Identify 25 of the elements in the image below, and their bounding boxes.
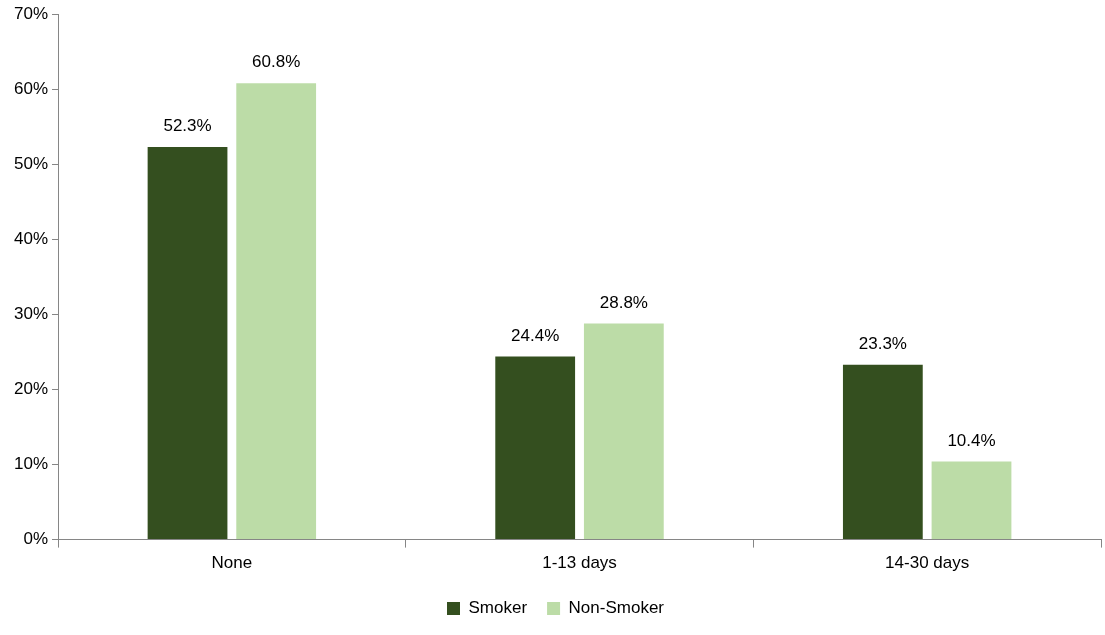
bar bbox=[931, 461, 1012, 540]
bar bbox=[236, 83, 317, 540]
bar bbox=[842, 364, 923, 540]
data-label: 24.4% bbox=[511, 325, 560, 345]
bar bbox=[147, 147, 228, 540]
bar bbox=[495, 356, 576, 540]
bar bbox=[583, 323, 664, 540]
y-tick-label: 0% bbox=[23, 529, 49, 549]
data-label: 23.3% bbox=[858, 333, 907, 353]
data-label: 28.8% bbox=[599, 292, 648, 312]
y-tick-label: 70% bbox=[13, 3, 49, 23]
data-label: 60.8% bbox=[252, 52, 301, 72]
x-tick-label: 14-30 days bbox=[885, 553, 970, 573]
y-tick-label: 10% bbox=[13, 454, 49, 474]
legend-label: Non-Smoker bbox=[568, 598, 665, 618]
y-tick-label: 60% bbox=[13, 78, 49, 98]
y-tick-label: 50% bbox=[13, 154, 49, 173]
y-tick-label: 40% bbox=[13, 229, 49, 249]
data-label: 10.4% bbox=[947, 430, 996, 450]
x-tick-label: None bbox=[211, 553, 253, 573]
y-tick-label: 20% bbox=[13, 379, 49, 399]
data-label: 52.3% bbox=[163, 116, 212, 136]
legend-label: Smoker bbox=[468, 598, 528, 618]
y-tick-label: 30% bbox=[13, 304, 49, 324]
x-tick-label: 1-13 days bbox=[542, 553, 617, 573]
